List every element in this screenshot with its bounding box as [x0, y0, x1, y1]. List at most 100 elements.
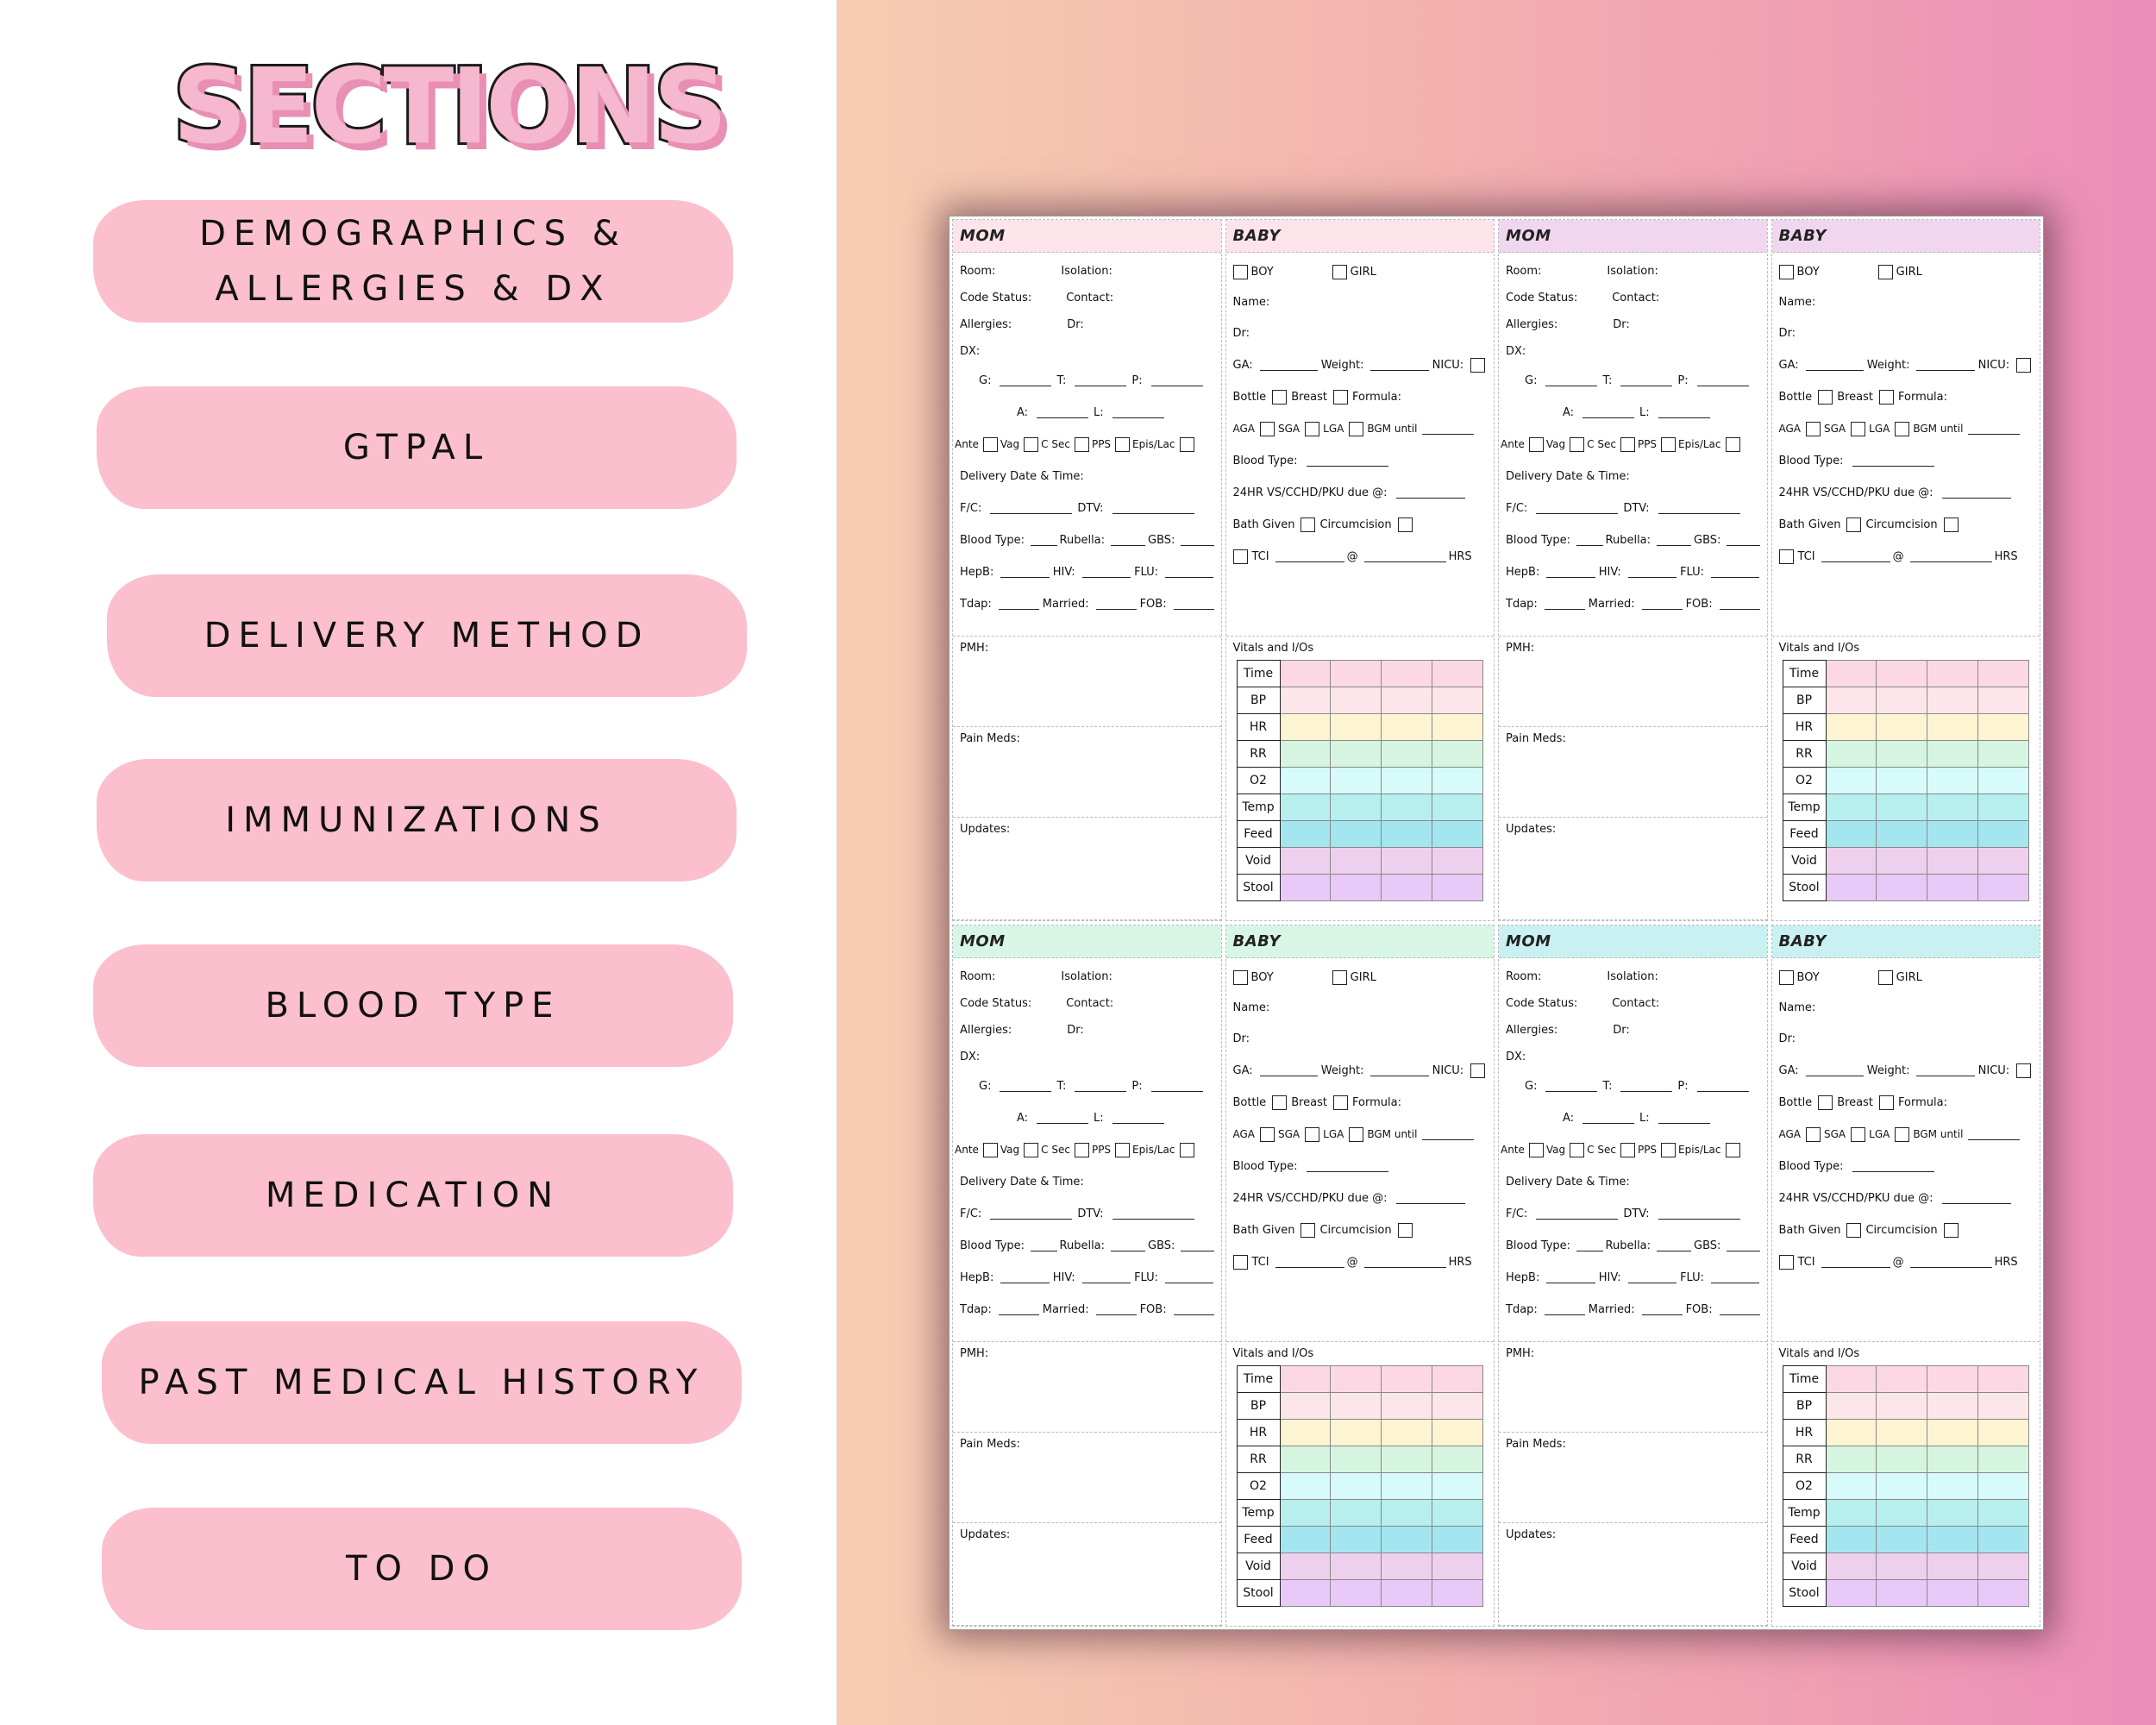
blank-line[interactable]: [998, 598, 1039, 611]
checkbox[interactable]: [1818, 389, 1833, 405]
blank-line[interactable]: [1620, 1080, 1673, 1093]
vitals-cell[interactable]: [1330, 659, 1382, 687]
blank-line[interactable]: [1620, 374, 1673, 387]
vitals-cell[interactable]: [1381, 712, 1433, 741]
vitals-cell[interactable]: [1977, 1364, 2029, 1393]
vitals-cell[interactable]: [1279, 1525, 1332, 1553]
checkbox[interactable]: [1332, 265, 1347, 280]
vitals-cell[interactable]: [1825, 846, 1877, 875]
pain-meds-section[interactable]: Pain Meds:: [953, 727, 1221, 818]
vitals-cell[interactable]: [1977, 1525, 2029, 1553]
blank-line[interactable]: [1000, 1080, 1052, 1093]
vitals-cell[interactable]: [1432, 846, 1483, 875]
vitals-cell[interactable]: [1432, 1418, 1483, 1446]
vitals-cell[interactable]: [1876, 1418, 1928, 1446]
vitals-cell[interactable]: [1381, 1391, 1433, 1420]
checkbox[interactable]: [1778, 1254, 1794, 1270]
checkbox[interactable]: [1115, 436, 1131, 452]
vitals-cell[interactable]: [1977, 712, 2029, 741]
vitals-cell[interactable]: [1876, 766, 1928, 794]
vitals-cell[interactable]: [1825, 712, 1877, 741]
blank-line[interactable]: [998, 1303, 1039, 1316]
blank-line[interactable]: [1000, 374, 1052, 387]
blank-line[interactable]: [1696, 374, 1749, 387]
checkbox[interactable]: [1300, 517, 1316, 532]
checkbox[interactable]: [1024, 1142, 1039, 1157]
vitals-cell[interactable]: [1279, 686, 1332, 714]
checkbox[interactable]: [982, 436, 998, 452]
blank-line[interactable]: [1165, 1271, 1214, 1284]
checkbox[interactable]: [1778, 265, 1794, 280]
blank-line[interactable]: [1112, 1112, 1164, 1125]
blank-line[interactable]: [1173, 598, 1214, 611]
vitals-cell[interactable]: [1330, 1498, 1382, 1527]
blank-line[interactable]: [1306, 1160, 1388, 1173]
vitals-cell[interactable]: [1825, 1364, 1877, 1393]
vitals-cell[interactable]: [1432, 1578, 1483, 1607]
vitals-cell[interactable]: [1977, 846, 2029, 875]
vitals-cell[interactable]: [1927, 1445, 1979, 1473]
checkbox[interactable]: [1661, 436, 1677, 452]
vitals-cell[interactable]: [1876, 1578, 1928, 1607]
checkbox[interactable]: [1397, 517, 1413, 532]
vitals-cell[interactable]: [1381, 819, 1433, 848]
pmh-section[interactable]: PMH:: [1499, 1342, 1767, 1433]
checkbox[interactable]: [982, 1142, 998, 1157]
vitals-cell[interactable]: [1330, 1364, 1382, 1393]
vitals-cell[interactable]: [1330, 766, 1382, 794]
vitals-cell[interactable]: [1927, 1364, 1979, 1393]
checkbox[interactable]: [1179, 1142, 1194, 1157]
updates-section[interactable]: Updates:: [953, 1523, 1221, 1626]
blank-line[interactable]: [1173, 1303, 1214, 1316]
vitals-cell[interactable]: [1927, 793, 1979, 821]
checkbox[interactable]: [1806, 1126, 1821, 1142]
vitals-cell[interactable]: [1977, 793, 2029, 821]
blank-line[interactable]: [1821, 550, 1890, 563]
vitals-cell[interactable]: [1432, 739, 1483, 768]
checkbox[interactable]: [1620, 1142, 1635, 1157]
blank-line[interactable]: [1000, 566, 1050, 579]
vitals-cell[interactable]: [1876, 1525, 1928, 1553]
vitals-cell[interactable]: [1279, 846, 1332, 875]
vitals-cell[interactable]: [1432, 686, 1483, 714]
vitals-cell[interactable]: [1825, 1391, 1877, 1420]
blank-line[interactable]: [1000, 1271, 1050, 1284]
checkbox[interactable]: [1232, 1254, 1248, 1270]
vitals-cell[interactable]: [1381, 1418, 1433, 1446]
blank-line[interactable]: [1112, 406, 1164, 419]
checkbox[interactable]: [1725, 436, 1740, 452]
checkbox[interactable]: [1305, 1126, 1320, 1142]
vitals-cell[interactable]: [1977, 1498, 2029, 1527]
vitals-cell[interactable]: [1876, 712, 1928, 741]
vitals-cell[interactable]: [1927, 1418, 1979, 1446]
vitals-cell[interactable]: [1977, 873, 2029, 901]
vitals-cell[interactable]: [1876, 659, 1928, 687]
blank-line[interactable]: [1546, 566, 1595, 579]
blank-line[interactable]: [1909, 550, 1992, 563]
pmh-section[interactable]: PMH:: [1499, 637, 1767, 727]
vitals-cell[interactable]: [1381, 793, 1433, 821]
vitals-cell[interactable]: [1977, 766, 2029, 794]
vitals-cell[interactable]: [1330, 1471, 1382, 1500]
vitals-cell[interactable]: [1432, 793, 1483, 821]
blank-line[interactable]: [1627, 1271, 1677, 1284]
vitals-cell[interactable]: [1977, 1471, 2029, 1500]
checkbox[interactable]: [1879, 1095, 1894, 1110]
checkbox[interactable]: [1846, 1222, 1862, 1238]
checkbox[interactable]: [1943, 517, 1959, 532]
vitals-cell[interactable]: [1330, 1445, 1382, 1473]
blank-line[interactable]: [1696, 1080, 1749, 1093]
blank-line[interactable]: [1727, 534, 1760, 547]
pain-meds-section[interactable]: Pain Meds:: [1499, 1433, 1767, 1523]
vitals-cell[interactable]: [1330, 1552, 1382, 1580]
checkbox[interactable]: [1349, 421, 1364, 436]
blank-line[interactable]: [1545, 1080, 1598, 1093]
vitals-cell[interactable]: [1927, 1525, 1979, 1553]
blank-line[interactable]: [1546, 1271, 1595, 1284]
vitals-cell[interactable]: [1927, 846, 1979, 875]
vitals-cell[interactable]: [1432, 766, 1483, 794]
checkbox[interactable]: [1877, 265, 1893, 280]
blank-line[interactable]: [1641, 1303, 1683, 1316]
vitals-cell[interactable]: [1825, 1498, 1877, 1527]
checkbox[interactable]: [1846, 517, 1862, 532]
